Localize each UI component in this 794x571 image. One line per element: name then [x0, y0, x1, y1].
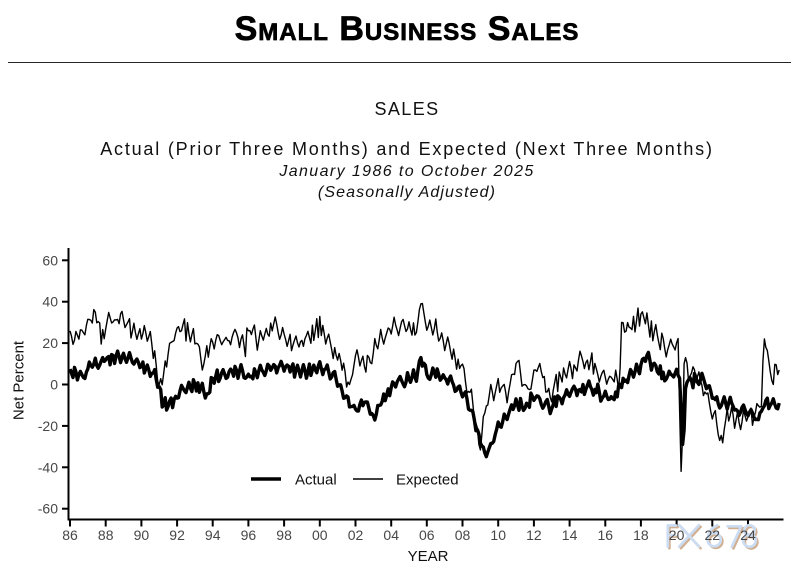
svg-text:Net Percent: Net Percent — [11, 340, 28, 420]
svg-text:12: 12 — [526, 527, 542, 543]
svg-text:08: 08 — [455, 527, 471, 543]
svg-text:06: 06 — [419, 527, 435, 543]
svg-text:98: 98 — [276, 527, 292, 543]
svg-text:20: 20 — [42, 335, 58, 351]
svg-text:18: 18 — [633, 527, 649, 543]
svg-text:Expected: Expected — [396, 472, 459, 489]
svg-text:04: 04 — [383, 527, 399, 543]
svg-text:16: 16 — [598, 527, 614, 543]
svg-text:-20: -20 — [38, 418, 58, 434]
svg-text:00: 00 — [312, 527, 328, 543]
svg-text:40: 40 — [42, 294, 58, 310]
svg-text:86: 86 — [62, 527, 78, 543]
svg-text:02: 02 — [348, 527, 364, 543]
svg-text:24: 24 — [740, 527, 756, 543]
svg-text:88: 88 — [98, 527, 114, 543]
svg-text:Actual: Actual — [295, 472, 337, 489]
svg-text:92: 92 — [169, 527, 185, 543]
svg-text:-60: -60 — [38, 501, 58, 517]
svg-text:10: 10 — [490, 527, 506, 543]
svg-text:20: 20 — [669, 527, 685, 543]
svg-text:-40: -40 — [38, 459, 58, 475]
svg-text:60: 60 — [42, 252, 58, 268]
svg-text:0: 0 — [50, 377, 58, 393]
svg-text:YEAR: YEAR — [408, 548, 449, 565]
svg-text:14: 14 — [562, 527, 578, 543]
svg-text:96: 96 — [241, 527, 257, 543]
svg-text:94: 94 — [205, 527, 221, 543]
svg-text:90: 90 — [134, 527, 150, 543]
svg-text:22: 22 — [705, 527, 721, 543]
